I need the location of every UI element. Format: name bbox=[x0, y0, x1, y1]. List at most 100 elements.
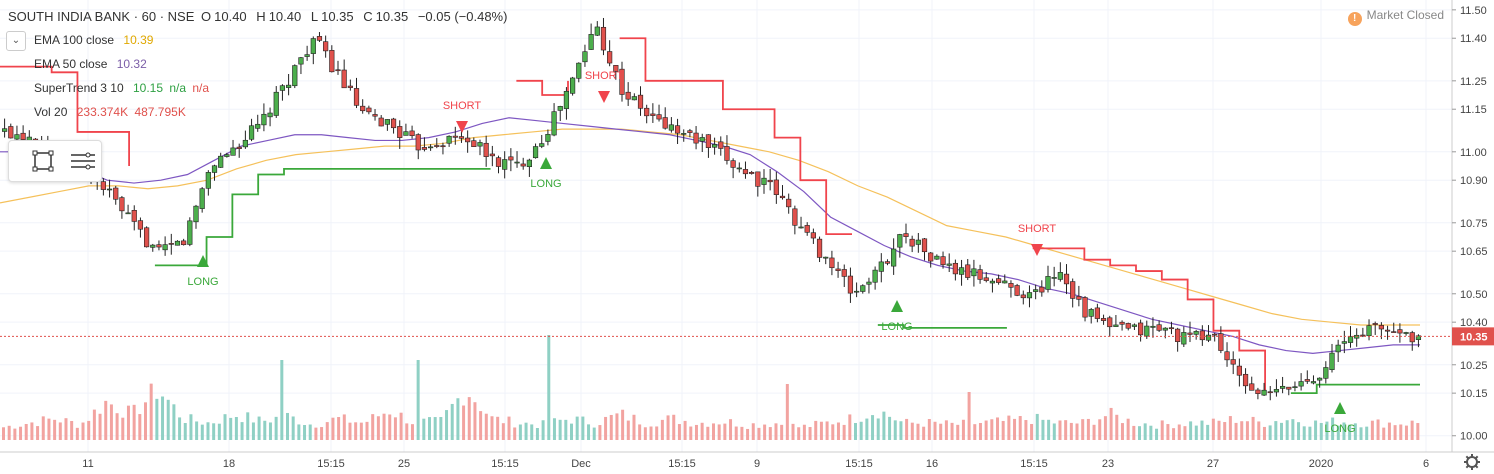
volume-bar bbox=[109, 404, 113, 440]
candle bbox=[1341, 341, 1347, 344]
candle bbox=[767, 179, 773, 183]
candle bbox=[230, 147, 236, 156]
volume-bar bbox=[621, 409, 625, 440]
price-axis bbox=[1452, 0, 1494, 474]
indicator-ema50[interactable]: EMA 50 close 10.32 bbox=[34, 57, 147, 71]
volume-bar bbox=[859, 421, 863, 440]
volume-bar bbox=[1172, 428, 1176, 440]
volume-bar bbox=[410, 424, 414, 440]
volume-bar bbox=[348, 422, 352, 440]
candle bbox=[1131, 324, 1138, 327]
volume-bar bbox=[1177, 424, 1181, 440]
volume-bar bbox=[768, 427, 772, 440]
candle bbox=[471, 140, 477, 147]
candle bbox=[125, 212, 131, 215]
volume-bar bbox=[700, 422, 704, 440]
indicator-ema100[interactable]: EMA 100 close 10.39 bbox=[34, 33, 154, 47]
x-tick-label: 6 bbox=[1423, 458, 1429, 470]
volume-bar bbox=[132, 404, 136, 440]
ohlc-high: H 10.40 bbox=[256, 9, 302, 24]
candle bbox=[1236, 365, 1242, 376]
volume-bar bbox=[291, 416, 295, 440]
volume-bar bbox=[1280, 422, 1283, 440]
supertrend-down-line bbox=[1032, 247, 1266, 394]
x-tick-label: 15:15 bbox=[668, 458, 696, 470]
indicator-supertrend[interactable]: SuperTrend 3 10 10.15 n/a n/a bbox=[34, 81, 210, 95]
candle bbox=[1280, 385, 1286, 389]
volume-bar bbox=[791, 423, 795, 440]
volume-bar bbox=[81, 422, 85, 440]
volume-bar bbox=[149, 383, 153, 440]
volume-bar bbox=[195, 421, 199, 440]
gear-icon[interactable] bbox=[1464, 454, 1480, 470]
supertrend-down-line bbox=[516, 79, 569, 96]
supertrend-up-line bbox=[154, 167, 491, 267]
candle bbox=[965, 264, 971, 278]
settings-lines-icon[interactable] bbox=[69, 149, 95, 173]
volume-bar bbox=[581, 416, 585, 440]
candle bbox=[940, 256, 946, 266]
candle bbox=[248, 125, 255, 140]
volume-bar bbox=[848, 414, 852, 440]
volume-bar bbox=[558, 419, 562, 440]
last-price-label: 10.35 bbox=[1460, 331, 1488, 343]
indicator-volume[interactable]: Vol 20 233.374K 487.795K bbox=[34, 105, 186, 119]
volume-bar bbox=[677, 424, 681, 440]
volume-bar bbox=[456, 398, 460, 440]
collapse-legend-button[interactable]: ⌄ bbox=[6, 31, 26, 51]
candle bbox=[150, 244, 156, 248]
candle bbox=[613, 65, 619, 72]
volume-bar bbox=[13, 428, 17, 440]
y-tick-label: 11.25 bbox=[1460, 76, 1487, 88]
volume-bar bbox=[1268, 425, 1272, 440]
volume-bar bbox=[967, 392, 971, 440]
candle bbox=[144, 227, 150, 248]
candle bbox=[372, 114, 378, 117]
volume-bar bbox=[1098, 419, 1102, 440]
candle bbox=[304, 54, 310, 57]
volume-bar bbox=[592, 427, 596, 440]
candle bbox=[106, 188, 113, 191]
select-rectangle-icon[interactable] bbox=[31, 149, 55, 173]
candle bbox=[1107, 317, 1113, 328]
candle bbox=[1372, 323, 1378, 325]
volume-bar bbox=[115, 413, 119, 440]
ema50-line bbox=[0, 117, 1420, 355]
volume-bar bbox=[1404, 425, 1408, 440]
volume-bar bbox=[973, 424, 977, 440]
volume-bar bbox=[1126, 418, 1130, 440]
volume-bar bbox=[570, 423, 573, 440]
volume-bar bbox=[1319, 422, 1323, 440]
volume-bar bbox=[1041, 419, 1045, 440]
volume-bar bbox=[1194, 425, 1198, 440]
candle bbox=[403, 131, 409, 136]
volume-bar bbox=[445, 410, 449, 440]
candle bbox=[835, 268, 841, 271]
candle bbox=[730, 160, 736, 168]
candle bbox=[884, 261, 891, 264]
candle bbox=[928, 252, 934, 262]
candle bbox=[242, 139, 248, 148]
volume-bar bbox=[1047, 419, 1051, 440]
volume-bar bbox=[1223, 422, 1227, 440]
candle bbox=[1, 128, 8, 132]
candle bbox=[174, 240, 181, 246]
volume-bar bbox=[655, 426, 659, 440]
volume-bar bbox=[802, 424, 806, 440]
candle bbox=[576, 62, 582, 79]
candle bbox=[755, 171, 761, 187]
long-arrow bbox=[197, 255, 209, 267]
volume-bar bbox=[314, 427, 318, 440]
volume-bar bbox=[893, 420, 897, 440]
volume-bar bbox=[1365, 426, 1369, 440]
candle bbox=[261, 113, 267, 126]
candle bbox=[1384, 329, 1391, 332]
volume-bar bbox=[1325, 421, 1329, 440]
candle bbox=[792, 208, 798, 226]
volume-bar bbox=[428, 417, 431, 440]
candle bbox=[607, 51, 613, 64]
signal-label-short: SHORT bbox=[443, 100, 482, 112]
volume-bar bbox=[1336, 425, 1340, 440]
volume-bar bbox=[1138, 426, 1141, 440]
